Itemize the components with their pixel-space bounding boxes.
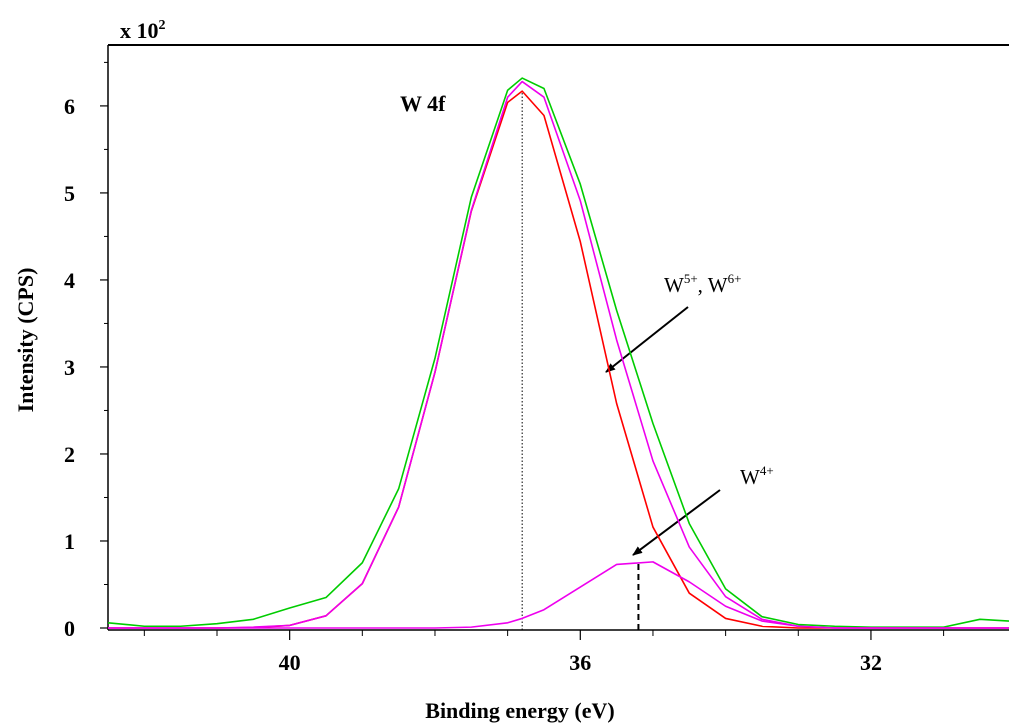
- annotation-text: , W: [698, 273, 728, 297]
- annotation-arrow: [605, 306, 689, 373]
- x-tick-label: 40: [279, 650, 301, 675]
- x-tick-label: 36: [569, 650, 591, 675]
- y-axis-label: Intensity (CPS): [13, 268, 38, 413]
- annotation-text: W: [664, 273, 684, 297]
- y-tick-label: 0: [64, 616, 75, 641]
- y-multiplier-base: x 10: [120, 18, 159, 43]
- y-tick-label: 6: [64, 94, 75, 119]
- y-tick-label: 2: [64, 442, 75, 467]
- x-tick-label: 32: [860, 650, 882, 675]
- annotation-sup: 4+: [760, 463, 774, 478]
- annotation-text: W: [740, 465, 760, 489]
- annotation-arrow: [632, 489, 721, 556]
- annotation-sup: 5+: [684, 271, 698, 286]
- y-multiplier-exponent: 2: [159, 18, 166, 33]
- series-line: [108, 90, 1009, 629]
- annotation-sup: 6+: [728, 271, 742, 286]
- y-multiplier: x 102: [120, 18, 166, 43]
- y-tick-label: 1: [64, 529, 75, 554]
- chart-title: W 4f: [400, 91, 446, 116]
- y-tick-label: 5: [64, 181, 75, 206]
- y-tick-label: 4: [64, 268, 75, 293]
- series-line: [107, 77, 1009, 628]
- annotation: W5+, W6+: [664, 271, 741, 297]
- y-tick-label: 3: [64, 355, 75, 380]
- annotation: W4+: [740, 463, 774, 489]
- x-axis-label: Binding energy (eV): [425, 698, 614, 723]
- series-line: [108, 561, 1009, 629]
